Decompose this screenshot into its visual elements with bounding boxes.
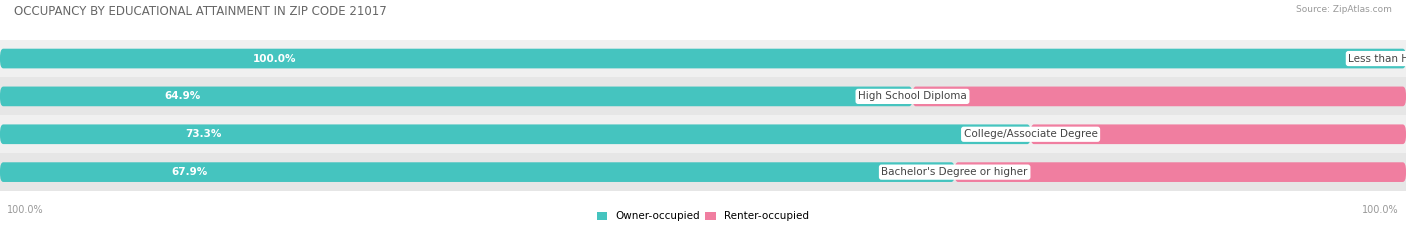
- Text: 64.9%: 64.9%: [165, 91, 201, 101]
- FancyBboxPatch shape: [0, 124, 1031, 144]
- FancyBboxPatch shape: [1031, 124, 1406, 144]
- FancyBboxPatch shape: [0, 162, 955, 182]
- FancyBboxPatch shape: [912, 86, 1406, 106]
- Text: Source: ZipAtlas.com: Source: ZipAtlas.com: [1296, 5, 1392, 14]
- Text: 100.0%: 100.0%: [253, 54, 297, 64]
- Text: OCCUPANCY BY EDUCATIONAL ATTAINMENT IN ZIP CODE 21017: OCCUPANCY BY EDUCATIONAL ATTAINMENT IN Z…: [14, 5, 387, 18]
- FancyBboxPatch shape: [0, 86, 912, 106]
- Bar: [0, 115, 1406, 153]
- Text: College/Associate Degree: College/Associate Degree: [963, 129, 1098, 139]
- Text: Less than High School: Less than High School: [1348, 54, 1406, 64]
- Bar: [0, 153, 1406, 191]
- Text: 67.9%: 67.9%: [172, 167, 208, 177]
- Bar: [0, 77, 1406, 115]
- Text: Bachelor's Degree or higher: Bachelor's Degree or higher: [882, 167, 1028, 177]
- FancyBboxPatch shape: [955, 162, 1406, 182]
- Text: 100.0%: 100.0%: [1362, 205, 1399, 215]
- Text: 73.3%: 73.3%: [186, 129, 222, 139]
- Text: 100.0%: 100.0%: [7, 205, 44, 215]
- Text: High School Diploma: High School Diploma: [858, 91, 967, 101]
- Bar: [0, 40, 1406, 77]
- Legend: Owner-occupied, Renter-occupied: Owner-occupied, Renter-occupied: [593, 207, 813, 226]
- FancyBboxPatch shape: [0, 49, 1406, 68]
